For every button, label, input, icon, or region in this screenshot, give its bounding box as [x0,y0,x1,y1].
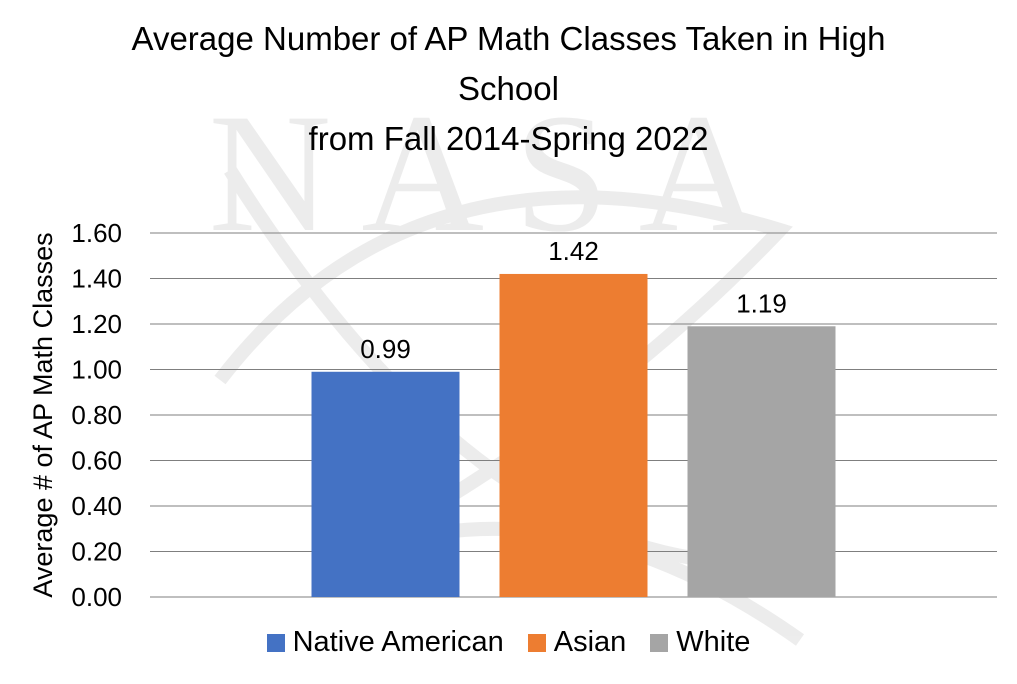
y-axis-ticks: 0.00 0.20 0.40 0.60 0.80 1.00 1.20 1.40 1.60 [71,218,122,612]
legend-label: White [676,626,751,658]
chart-title-line-2: School [458,70,559,107]
legend-swatch [266,633,285,652]
y-tick-label-1: 0.20 [71,537,122,567]
legend-swatch [527,633,546,652]
y-tick-label-6: 1.20 [71,309,122,339]
legend-swatch [650,633,669,652]
chart-title: Average Number of AP Math Classes Taken … [0,14,1017,164]
legend: Native American Asian White [0,626,1017,659]
bar-native-american [311,371,460,597]
y-tick-label-0: 0.00 [71,582,122,612]
bar-value-label-white: 1.19 [736,288,787,318]
y-tick-label-5: 1.00 [71,355,122,385]
legend-label: Asian [553,626,627,658]
chart-title-line-1: Average Number of AP Math Classes Taken … [131,20,886,57]
bar-white [687,326,836,597]
chart-title-line-3: from Fall 2014-Spring 2022 [308,120,709,157]
legend-item-native-american: Native American [266,626,504,659]
legend-item-asian: Asian [527,626,627,659]
legend-item-white: White [650,626,750,659]
y-axis-label: Average # of AP Math Classes [28,232,58,597]
y-tick-label-8: 1.60 [71,218,122,248]
bar-data-labels: 0.99 1.42 1.19 [360,236,787,364]
y-tick-label-4: 0.80 [71,400,122,430]
watermark-text: NASA [209,79,792,267]
bar-asian [499,273,648,597]
y-tick-label-3: 0.60 [71,446,122,476]
y-tick-label-2: 0.40 [71,491,122,521]
bars [311,273,836,597]
bar-value-label-native-american: 0.99 [360,334,411,364]
y-tick-label-7: 1.40 [71,264,122,294]
legend-label: Native American [292,626,504,658]
bar-value-label-asian: 1.42 [548,236,599,266]
